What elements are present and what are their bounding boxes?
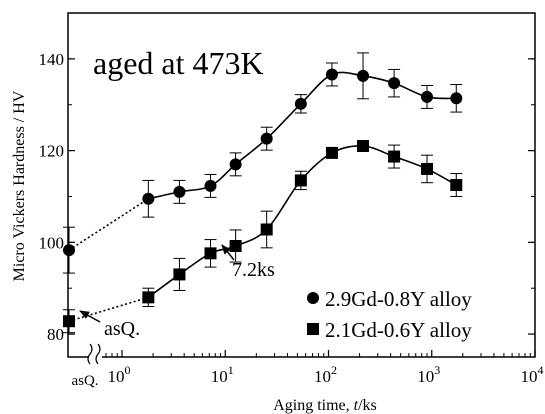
data-point — [357, 140, 370, 153]
legend-marker-circle — [307, 292, 319, 304]
x-tick-exponent: 3 — [434, 363, 440, 377]
data-point — [260, 223, 273, 236]
y-tick-label: 80 — [47, 325, 64, 344]
y-tick-label: 140 — [39, 50, 65, 69]
series-curve — [147, 145, 457, 299]
chart-title-annotation: aged at 473K — [93, 45, 264, 81]
data-point — [357, 69, 370, 82]
data-point — [229, 240, 242, 253]
annotation-7-2ks: 7.2ks — [221, 244, 275, 281]
x-tick-label: 101 — [211, 363, 234, 386]
data-point — [173, 185, 186, 198]
legend-item-gd29: 2.9Gd-0.8Y alloy — [307, 287, 472, 311]
annotation-7-2ks-arrow — [221, 244, 235, 261]
annotation-asq-arrow — [79, 310, 101, 323]
y-axis-label: Micro Vickers Hardness / HV — [11, 90, 28, 281]
legend-item-gd21: 2.1Gd-0.6Y alloy — [307, 318, 472, 342]
x-tick-base: 10 — [211, 367, 228, 386]
data-point — [294, 97, 307, 110]
data-point-asq — [63, 315, 75, 328]
x-tick-exponent: 2 — [331, 363, 337, 377]
data-point — [229, 158, 242, 171]
data-point — [388, 77, 401, 90]
x-axis-label-unit: /ks — [358, 397, 377, 414]
data-point-asq — [63, 244, 75, 257]
x-tick-label: 104 — [521, 363, 544, 386]
x-axis-label-variable: t — [354, 397, 359, 414]
x-tick-label: 102 — [314, 363, 337, 386]
x-tick-label: 103 — [417, 363, 440, 386]
x-tick-base: 10 — [107, 367, 124, 386]
x-tick-base: 10 — [314, 367, 331, 386]
data-point — [450, 92, 463, 105]
data-point — [325, 146, 338, 159]
x-tick-exponent: 1 — [228, 363, 234, 377]
x-tick-exponent: 0 — [124, 363, 130, 377]
x-axis-label: Aging time, t/ks — [273, 397, 377, 414]
annotation-7-2ks-label: 7.2ks — [232, 259, 275, 281]
data-point — [325, 68, 338, 81]
series-gd29 — [63, 52, 463, 274]
legend-label-gd21: 2.1Gd-0.6Y alloy — [325, 318, 472, 342]
legend: 2.9Gd-0.8Y alloy 2.1Gd-0.6Y alloy — [307, 287, 472, 342]
y-tick-label: 120 — [39, 142, 65, 161]
x-tick-base: 10 — [521, 367, 538, 386]
x-tick-base: 10 — [417, 367, 434, 386]
data-point — [173, 268, 186, 281]
x-axis-ticks: 100 101 102 103 104 — [105, 350, 544, 386]
legend-marker-square — [307, 323, 319, 335]
x-tick-label: 100 — [107, 363, 130, 386]
legend-label-gd29: 2.9Gd-0.8Y alloy — [325, 287, 472, 311]
series-dotted-link — [68, 198, 149, 251]
annotation-asq-label: asQ. — [104, 318, 140, 340]
data-point — [421, 162, 434, 175]
data-point — [421, 90, 434, 103]
data-point — [204, 179, 217, 192]
x-tick-exponent: 4 — [538, 363, 544, 377]
data-point — [260, 132, 273, 145]
data-point — [450, 179, 463, 191]
series-layer — [63, 52, 463, 334]
data-point — [142, 291, 155, 304]
data-point — [204, 247, 217, 260]
annotation-asq: asQ. — [79, 310, 140, 340]
y-tick-label: 100 — [39, 233, 65, 252]
x-axis-break — [87, 343, 102, 365]
data-point — [142, 192, 155, 205]
data-point — [388, 150, 401, 163]
y-axis-ticks: 80 100 120 140 — [39, 50, 535, 344]
x-tick-label-asq: asQ. — [71, 373, 98, 389]
plot-frame — [67, 12, 536, 358]
data-point — [294, 174, 307, 187]
x-axis-label-main: Aging time, — [273, 397, 353, 414]
